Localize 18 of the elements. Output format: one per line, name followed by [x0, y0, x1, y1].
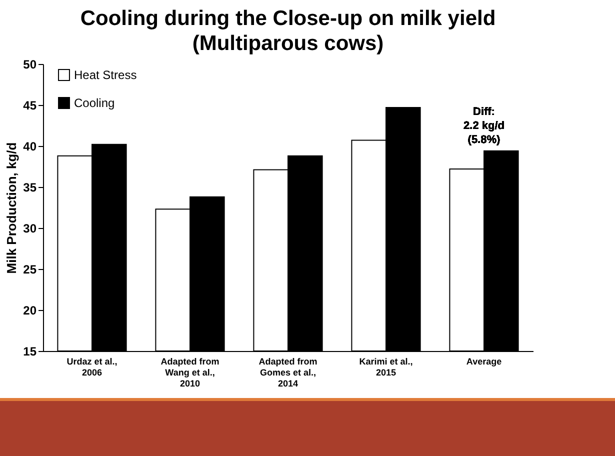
x-tick-label: Adapted from Gomes et al., 2014 [258, 356, 318, 388]
y-tick-label: 45 [23, 98, 37, 112]
y-tick-label: 40 [23, 140, 37, 154]
x-tick-label: Adapted from Wang et al., 2010 [160, 356, 220, 388]
y-tick-label: 35 [23, 180, 37, 194]
y-axis-title: Milk Production, kg/d [4, 142, 20, 274]
legend-label: Heat Stress [74, 68, 137, 82]
x-tick-label: Average [466, 356, 502, 366]
chart-title: Cooling during the Close-up on milk yield (Multiparous cows) [80, 7, 496, 55]
y-tick-label: 20 [23, 304, 37, 318]
y-tick-label: 25 [23, 262, 37, 276]
y-tick-label: 30 [23, 222, 37, 236]
x-tick-label: Karimi et al., 2015 [359, 356, 413, 378]
legend-label: Cooling [74, 96, 115, 110]
y-tick-label: 15 [23, 344, 37, 358]
x-tick-label: Urdaz et al., 2006 [66, 356, 118, 378]
annotation: Diff: 2.2 kg/d (5.8%) [464, 106, 504, 146]
y-tick-label: 50 [23, 58, 37, 72]
